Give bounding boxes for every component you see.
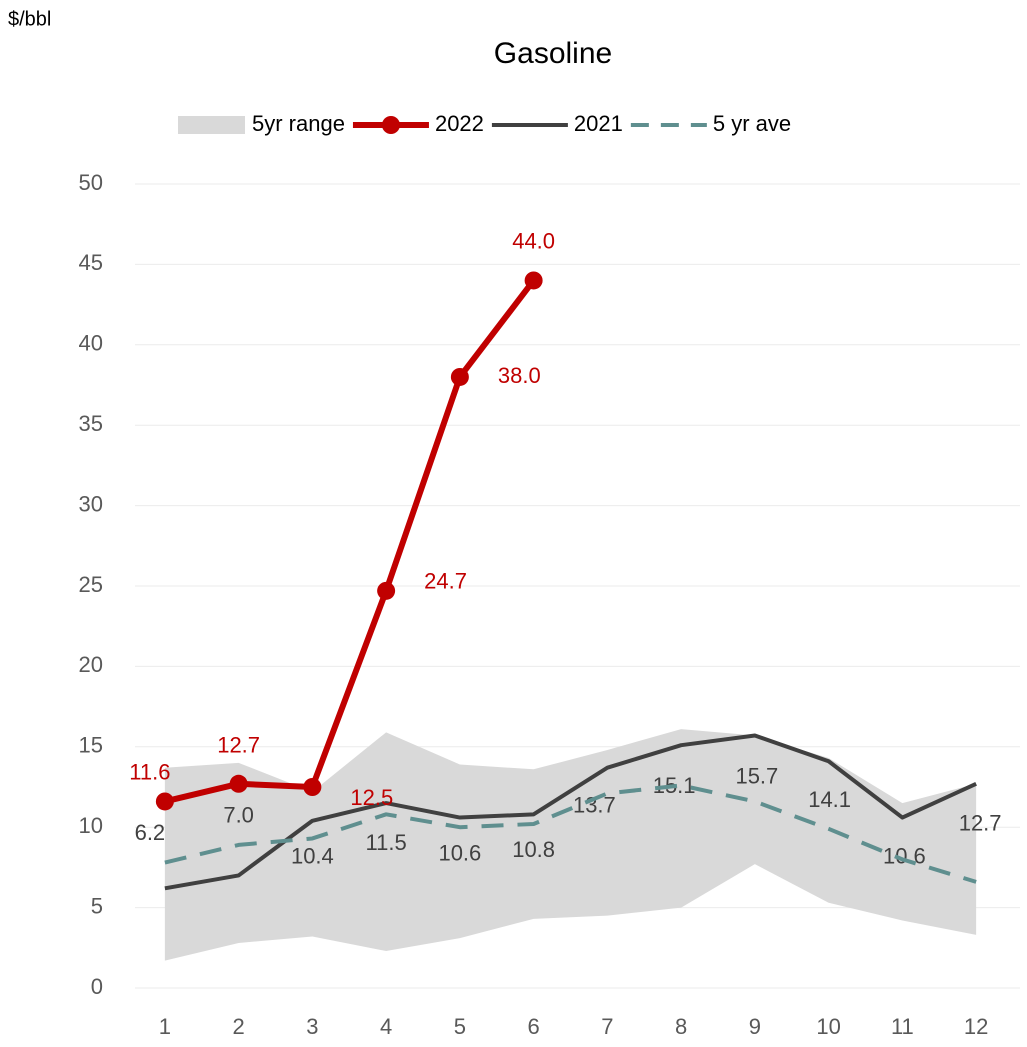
x-tick-label: 8: [675, 1014, 687, 1039]
data-label: 15.7: [735, 763, 778, 788]
x-tick-label: 10: [816, 1014, 840, 1039]
y-tick-label: 25: [79, 572, 103, 597]
marker: [377, 581, 396, 600]
y-tick-label: 50: [79, 170, 103, 195]
y-tick-label: 0: [91, 974, 103, 999]
x-tick-label: 1: [159, 1014, 171, 1039]
legend-swatch: [178, 116, 245, 134]
data-label: 10.6: [438, 840, 481, 865]
y-tick-label: 45: [79, 250, 103, 275]
data-label: 11.5: [366, 830, 407, 855]
legend-label: 2021: [574, 111, 623, 136]
x-tick-label: 4: [380, 1014, 392, 1039]
y-tick-label: 10: [79, 813, 103, 838]
y-axis-label: $/bbl: [8, 8, 51, 30]
data-label: 10.6: [883, 843, 926, 868]
marker: [524, 271, 543, 290]
marker: [155, 792, 174, 811]
y-tick-label: 5: [91, 893, 103, 918]
marker: [229, 774, 248, 793]
data-label: 12.7: [217, 733, 260, 758]
data-label: 10.8: [512, 837, 555, 862]
y-tick-label: 15: [79, 733, 103, 758]
data-label: 38.0: [498, 363, 541, 388]
data-label: 24.7: [424, 569, 467, 594]
data-label: 14.1: [808, 787, 851, 812]
x-tick-label: 5: [454, 1014, 466, 1039]
x-tick-label: 3: [306, 1014, 318, 1039]
legend-label: 5yr range: [252, 111, 345, 136]
marker: [303, 778, 322, 796]
x-tick-label: 2: [233, 1014, 245, 1039]
x-tick-label: 9: [749, 1014, 761, 1039]
data-label: 12.7: [959, 811, 1002, 836]
data-label: 7.0: [223, 802, 254, 827]
y-tick-label: 20: [79, 652, 103, 677]
line-3: [164, 783, 977, 884]
line-1: [164, 278, 537, 805]
range-area: [164, 729, 977, 961]
x-tick-label: 7: [601, 1014, 613, 1039]
legend-label: 5 yr ave: [713, 111, 791, 136]
data-label: 13.7: [573, 793, 616, 818]
chart-title: Gasoline: [494, 37, 612, 70]
line-2: [164, 733, 977, 891]
x-tick-label: 12: [964, 1014, 988, 1039]
y-tick-label: 30: [79, 491, 103, 516]
x-tick-label: 6: [528, 1014, 540, 1039]
data-label: 11.6: [129, 759, 170, 784]
marker: [450, 367, 469, 386]
y-tick-label: 40: [79, 331, 103, 356]
y-tick-label: 35: [79, 411, 103, 436]
legend-marker: [381, 116, 400, 134]
data-label: 12.5: [350, 785, 393, 810]
data-label: 44.0: [512, 228, 555, 253]
x-tick-label: 11: [891, 1014, 914, 1039]
legend-label: 2022: [435, 111, 484, 136]
data-label: 10.4: [291, 844, 334, 869]
data-label: 6.2: [135, 820, 166, 845]
